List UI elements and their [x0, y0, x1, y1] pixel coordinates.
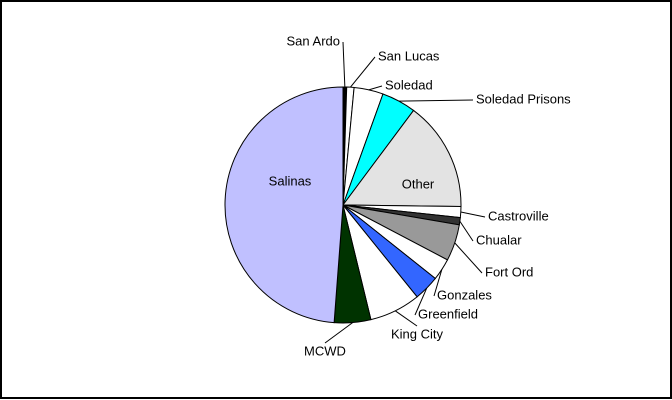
leader-line: [324, 322, 353, 344]
slice-label: San Ardo: [287, 33, 341, 48]
slice-label: Soledad: [385, 77, 433, 92]
slice-label: San Lucas: [378, 48, 440, 63]
leader-line: [368, 85, 383, 91]
slice-label: Castroville: [488, 208, 549, 223]
pie-slice: [342, 109, 462, 207]
slice-label: Other: [402, 176, 435, 191]
leader-line: [398, 99, 474, 102]
leader-line: [459, 220, 474, 242]
slice-label: MCWD: [304, 343, 346, 358]
leader-line: [454, 242, 483, 274]
leader-line: [460, 211, 486, 218]
leader-line: [342, 41, 346, 88]
slice-label: Salinas: [269, 173, 312, 188]
slice-label: King City: [391, 326, 444, 341]
leader-line: [433, 269, 443, 297]
slice-label: Greenfield: [418, 306, 478, 321]
slice-label: Fort Ord: [485, 264, 533, 279]
leader-line: [414, 287, 428, 316]
leader-line: [350, 56, 376, 88]
slice-label: Gonzales: [437, 287, 492, 302]
leader-line: [394, 310, 418, 327]
slice-label: Chualar: [476, 232, 522, 247]
slice-label: Soledad Prisons: [476, 91, 571, 106]
pie-slice: [224, 86, 344, 324]
